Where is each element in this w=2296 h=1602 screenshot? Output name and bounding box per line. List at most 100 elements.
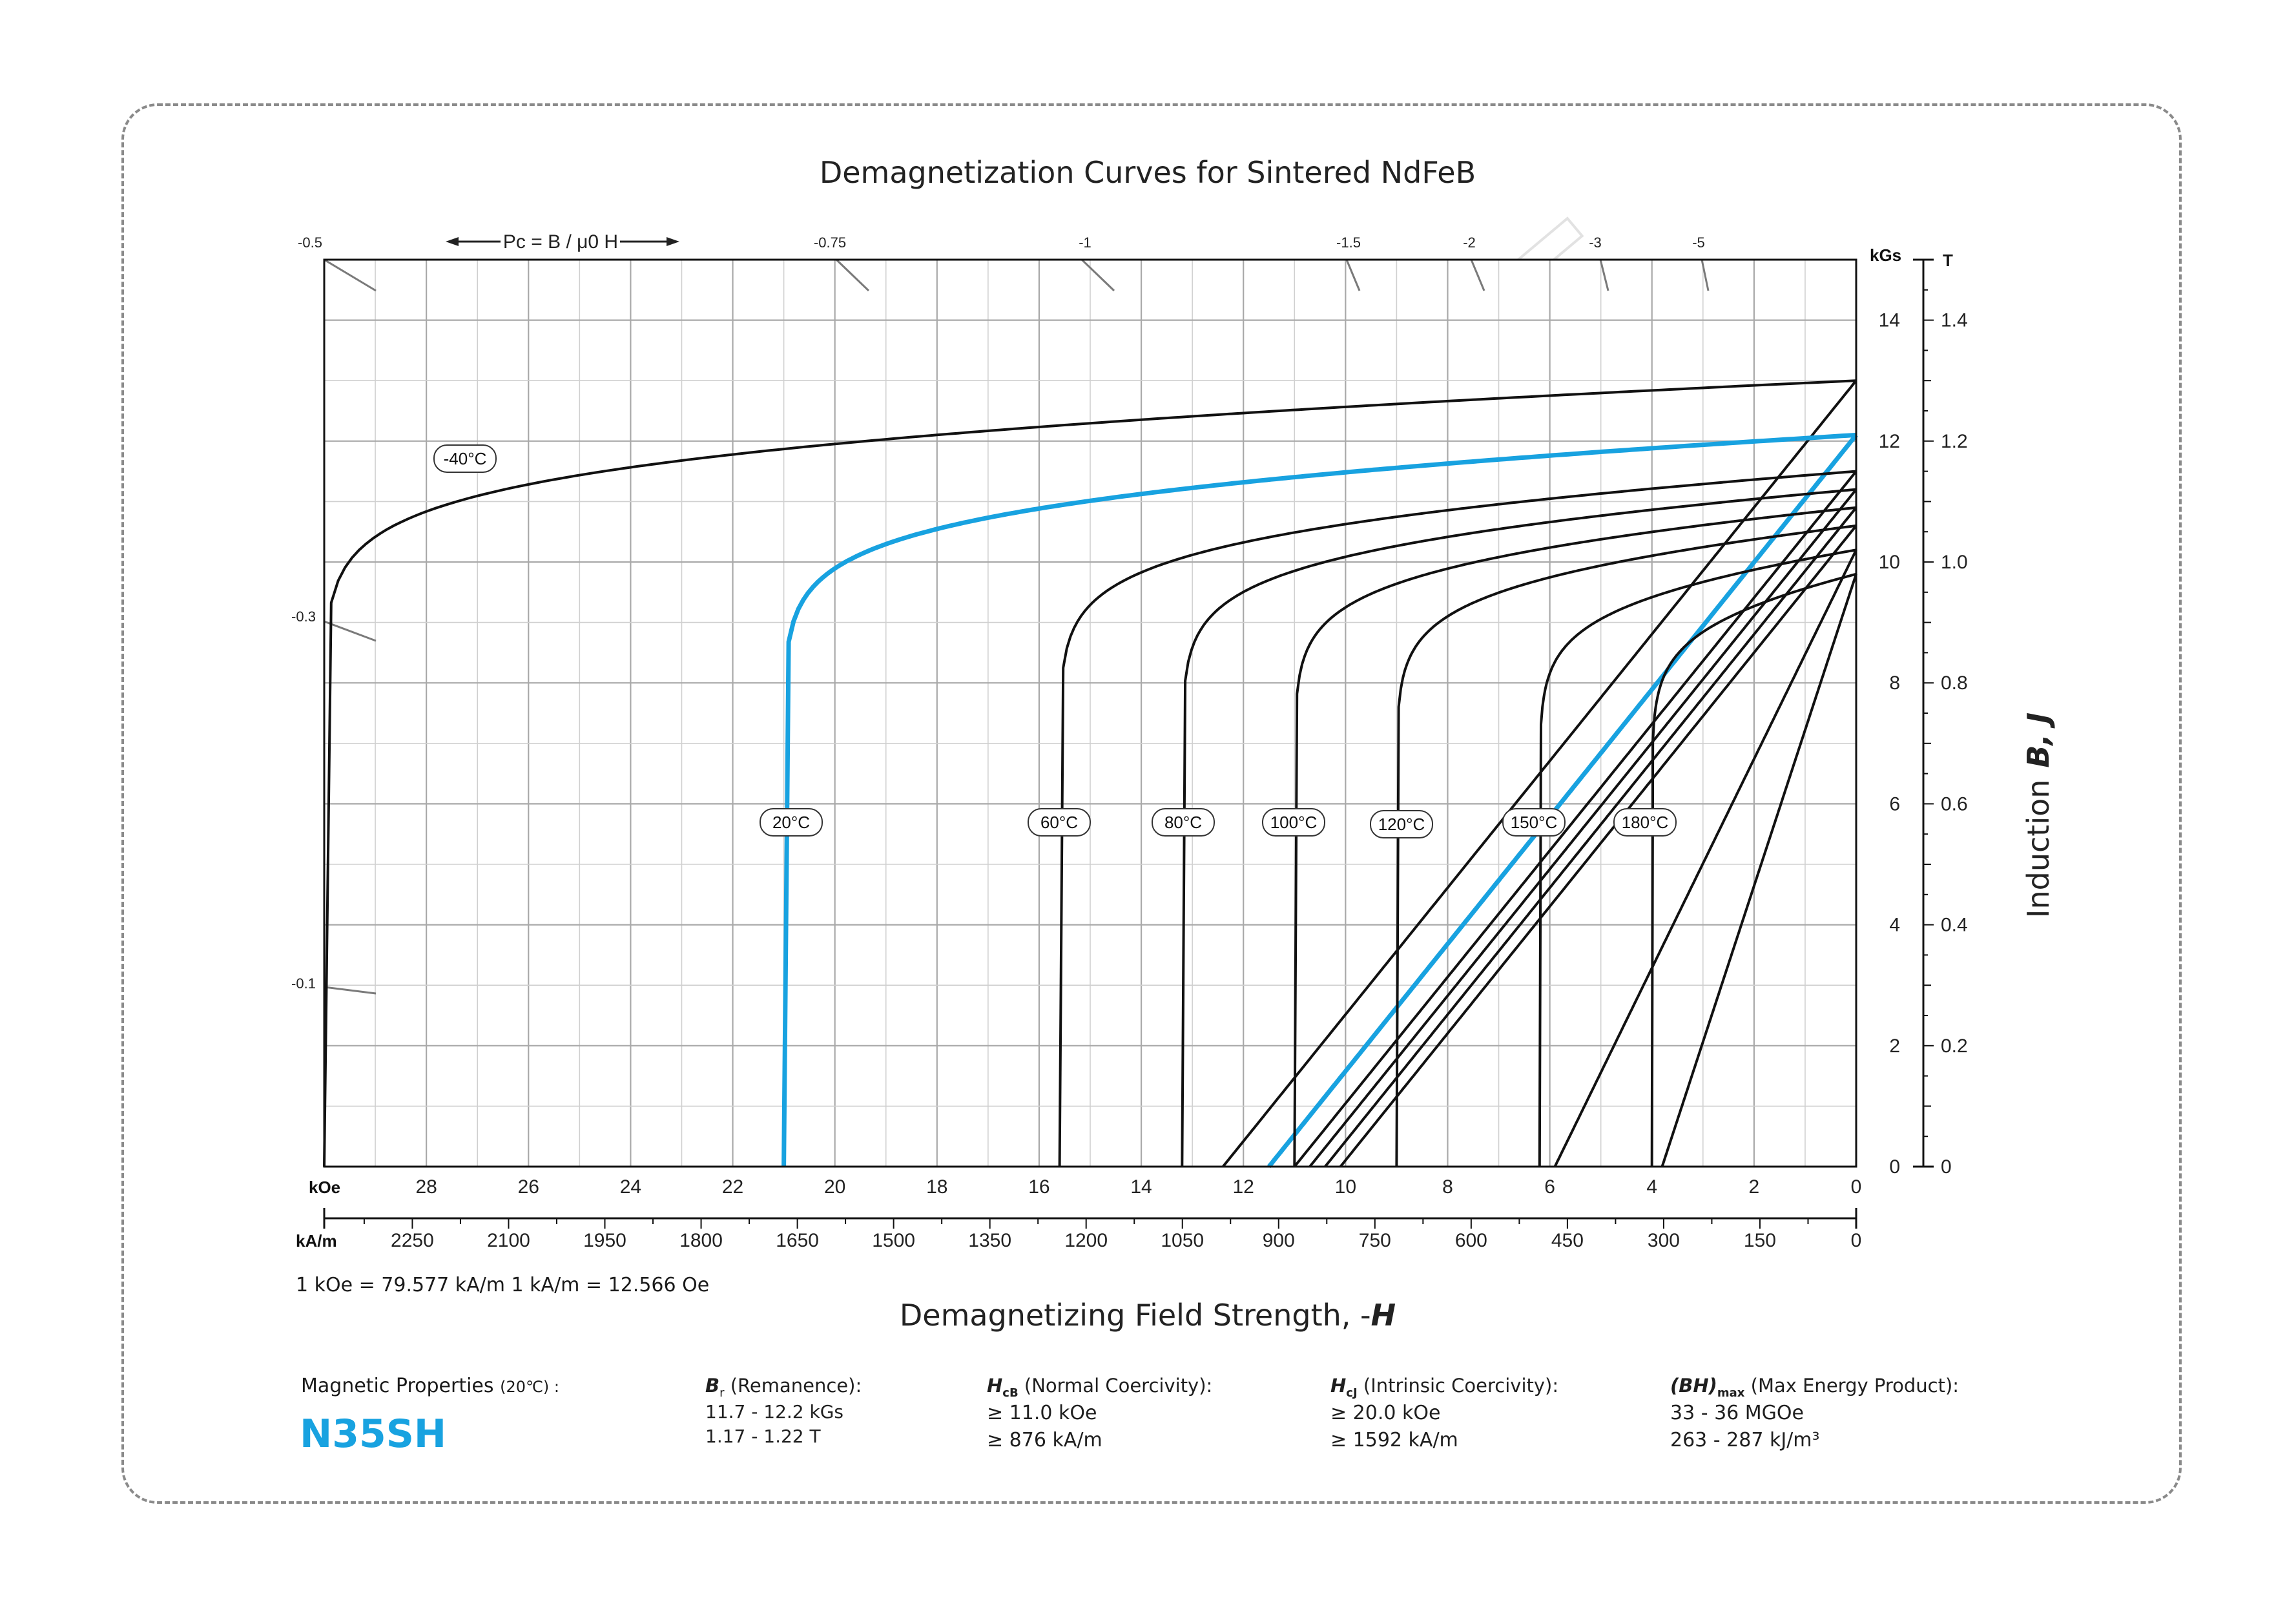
koe-tick-label: 24 (620, 1176, 641, 1198)
permeance-tick (1701, 259, 1710, 291)
koe-tick-label: 12 (1233, 1176, 1254, 1198)
temp-label: 20°C (760, 808, 823, 837)
kam-tick-label: 300 (1648, 1230, 1680, 1251)
temp-label-box (1370, 810, 1433, 838)
temp-label: 180°C (1613, 808, 1677, 837)
t-tick-label: 0.4 (1941, 915, 1968, 936)
intrinsic-coercivity-block: HcJ (Intrinsic Coercivity): ≥ 20.0 kOe ≥… (1330, 1375, 1559, 1451)
kgs-tick-label: 14 (1879, 310, 1900, 331)
koe-tick-label: 2 (1749, 1176, 1760, 1198)
kam-tick-label: 1050 (1161, 1230, 1204, 1251)
permeance-tick (835, 258, 870, 292)
koe-unit: kOe (309, 1178, 340, 1197)
temp-label-box (760, 808, 823, 837)
koe-tick-label: 10 (1335, 1176, 1356, 1198)
j-curve (323, 379, 1857, 1167)
kgs-tick-label: 0 (1889, 1156, 1900, 1178)
kam-tick-label: 0 (1851, 1230, 1862, 1251)
temp-label-box (1152, 808, 1215, 837)
permeance-tick (324, 258, 377, 292)
permeance-tick-label: -3 (1589, 234, 1602, 251)
b-curve (1293, 470, 1857, 1168)
chart-title: Demagnetization Curves for Sintered NdFe… (820, 155, 1476, 190)
normal-coercivity-block: HcB (Normal Coercivity): ≥ 11.0 kOe ≥ 87… (987, 1375, 1213, 1451)
b-curve (1660, 574, 1857, 1167)
temp-label-box (1613, 808, 1677, 837)
y-axis-title: InductionB, J (2021, 713, 2056, 918)
permeance-tick-label: -0.3 (291, 609, 316, 625)
b-curve (1339, 525, 1857, 1168)
remanence-block: Br (Remanence): 11.7 - 12.2 kGs 1.17 - 1… (705, 1375, 862, 1447)
kgs-unit: kGs (1870, 245, 1901, 265)
t-tick-label: 1.0 (1941, 552, 1968, 573)
t-tick-label: 1.2 (1941, 431, 1968, 452)
temp-label-text: 180°C (1622, 813, 1669, 832)
grade-name: N35SH (300, 1411, 447, 1457)
temp-label-box (1028, 808, 1091, 837)
kam-tick-label: 600 (1455, 1230, 1487, 1251)
temp-label-box (433, 444, 497, 473)
permeance-tick-label: -1 (1079, 234, 1091, 251)
magnetic-properties-label: Magnetic Properties (20℃) : (301, 1375, 560, 1397)
kam-tick-label: 150 (1744, 1230, 1776, 1251)
permeance-tick (1470, 259, 1485, 291)
j-curve (1650, 572, 1857, 1167)
b-curve (1267, 433, 1858, 1169)
temp-label-text: 20°C (772, 813, 810, 832)
permeance-tick-label: -0.5 (298, 234, 322, 251)
permeance-tick (324, 620, 377, 642)
kam-tick-label: 1800 (679, 1230, 723, 1251)
temp-label: -40°C (433, 444, 497, 473)
permeance-tick (324, 986, 377, 995)
kgs-tick-label: 8 (1889, 672, 1900, 694)
kgs-tick-label: 6 (1889, 793, 1900, 815)
temp-label-text: 80°C (1164, 813, 1202, 832)
permeance-tick (1081, 258, 1115, 292)
koe-tick-label: 28 (415, 1176, 437, 1198)
permeance-tick (1599, 259, 1609, 291)
j-curve (1538, 548, 1857, 1167)
temp-label: 120°C (1370, 810, 1433, 838)
b-curve (1324, 506, 1857, 1168)
permeance-lines: -0.5 -0.75 -1 -1.5 -2 -3 -5 -0.3 -0.1 Pc = B / μ0… (291, 231, 1710, 995)
kam-tick-label: 1650 (776, 1230, 819, 1251)
kgs-tick-label: 12 (1879, 431, 1900, 452)
koe-tick-label: 14 (1130, 1176, 1152, 1198)
temp-label: 150°C (1502, 808, 1566, 837)
kgs-tick-label: 2 (1889, 1035, 1900, 1057)
temp-label-text: 150°C (1511, 813, 1558, 832)
temp-label-text: 100°C (1270, 813, 1318, 832)
chart-axes: kOe 28 26 24 22 20 18 16 14 12 10 8 6 4 2 0kA/m 2250 2100… (296, 245, 1968, 1251)
temp-label-text: 60°C (1040, 813, 1078, 832)
temp-label: 100°C (1262, 808, 1325, 837)
j-curve (1293, 506, 1857, 1167)
t-tick-label: 1.4 (1941, 310, 1968, 331)
temp-label-text: 120°C (1378, 815, 1425, 834)
b-curve (1553, 549, 1857, 1167)
x-axis-title: Demagnetizing Field Strength, -H (900, 1298, 1396, 1333)
t-tick-label: 0.8 (1941, 672, 1968, 694)
kam-tick-label: 1350 (968, 1230, 1011, 1251)
permeance-tick-label: -2 (1463, 234, 1476, 251)
kam-unit: kA/m (296, 1231, 337, 1251)
permeance-tick (1345, 259, 1361, 291)
koe-tick-label: 0 (1851, 1176, 1862, 1198)
t-tick-label: 0 (1941, 1156, 1952, 1178)
permeance-tick-label: -0.1 (291, 975, 316, 992)
kam-tick-label: 750 (1359, 1230, 1391, 1251)
kam-tick-label: 1500 (872, 1230, 915, 1251)
t-unit: T (1943, 251, 1953, 270)
permeance-arrowhead-left (446, 237, 459, 246)
koe-tick-label: 4 (1646, 1176, 1657, 1198)
koe-tick-label: 18 (926, 1176, 947, 1198)
unit-conversion-note: 1 kOe = 79.577 kA/m 1 kA/m = 12.566 Oe (296, 1274, 710, 1296)
temp-label-text: -40°C (444, 449, 487, 468)
kam-tick-label: 1200 (1064, 1230, 1108, 1251)
permeance-tick-label: -5 (1692, 234, 1705, 251)
chart-grid (324, 260, 1856, 1167)
j-curve (1181, 488, 1857, 1167)
kam-tick-label: 1950 (583, 1230, 626, 1251)
temp-label: 60°C (1028, 808, 1091, 837)
kam-tick-label: 2100 (487, 1230, 530, 1251)
